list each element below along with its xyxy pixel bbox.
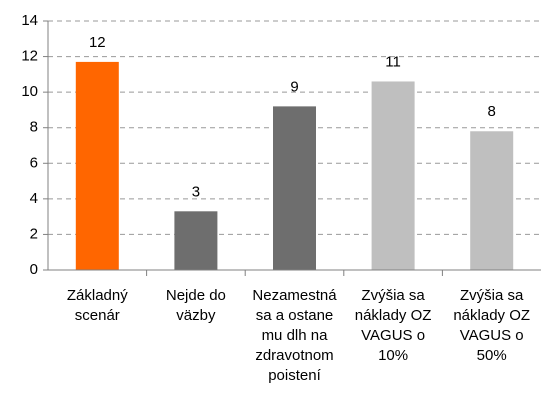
- bar: [174, 211, 218, 270]
- y-tick-label: 4: [30, 190, 38, 207]
- y-tick-label: 8: [30, 119, 38, 136]
- bar: [75, 61, 119, 271]
- data-label: 3: [192, 183, 200, 200]
- data-label: 8: [488, 103, 496, 120]
- y-tick-label: 2: [30, 225, 38, 242]
- x-tick-label: Nejde do väzby: [165, 287, 226, 324]
- y-tick-label: 10: [21, 83, 38, 100]
- x-tick-label: Základný scenár: [66, 287, 128, 324]
- data-label: 12: [89, 34, 106, 51]
- bar: [273, 106, 316, 270]
- y-tick-label: 0: [30, 261, 38, 278]
- data-label: 9: [290, 78, 298, 95]
- x-tick-label: Zvýšia sa náklady OZ VAGUS o 50%: [453, 287, 531, 364]
- y-tick-label: 6: [30, 154, 38, 171]
- bar: [470, 131, 514, 270]
- x-tick-label: Zvýšia sa náklady OZ VAGUS o 10%: [354, 287, 432, 364]
- y-tick-label: 12: [21, 48, 38, 65]
- bar: [371, 81, 415, 270]
- x-tick-label: Nezamestná sa a ostane mu dlh na zdravot…: [252, 287, 337, 384]
- y-tick-label: 14: [21, 12, 38, 29]
- data-label: 11: [385, 53, 401, 70]
